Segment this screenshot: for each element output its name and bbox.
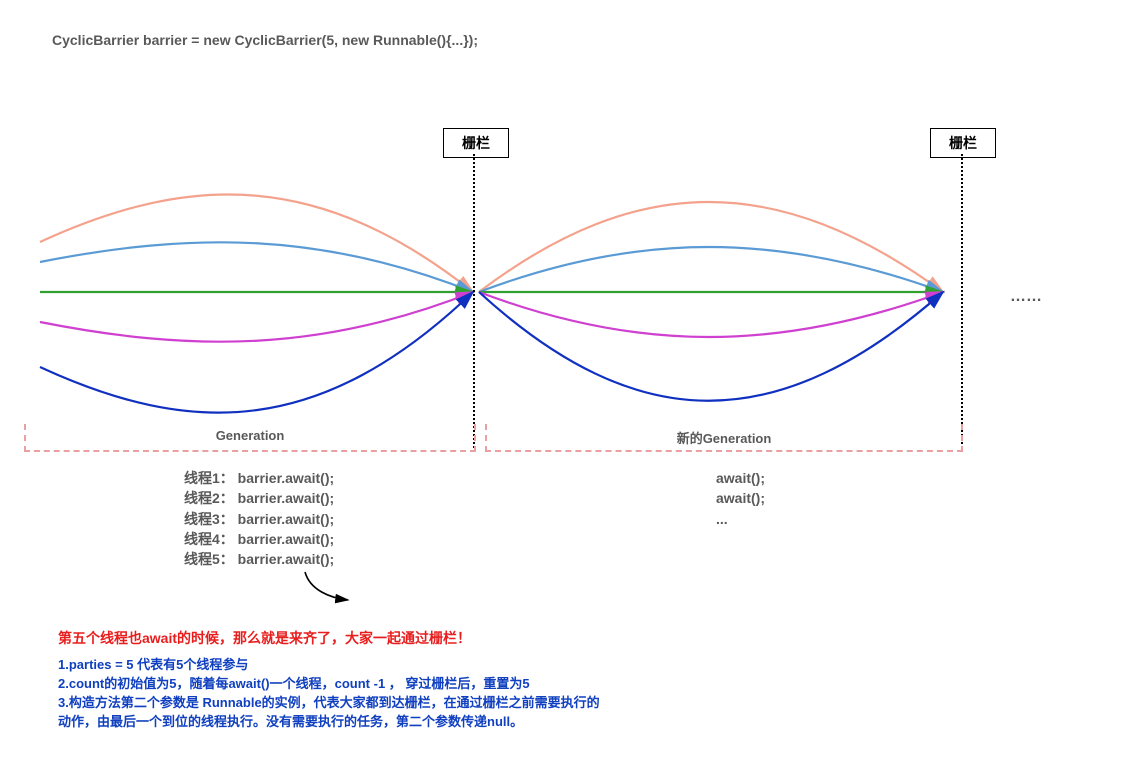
barrier-box-1: 栅栏 — [443, 128, 509, 158]
thread-curve-right-5 — [479, 292, 943, 401]
thread-item: 线程3： barrier.await(); — [184, 509, 334, 529]
thread-item: 线程2： barrier.await(); — [184, 488, 334, 508]
thread-item: 线程1： barrier.await(); — [184, 468, 334, 488]
await-list-right: await(); await(); ... — [716, 468, 765, 529]
thread-curve-left-5 — [40, 292, 473, 413]
generation-label-2: 新的Generation — [485, 428, 963, 447]
blue-note-line: 3.构造方法第二个参数是 Runnable的实例，代表大家都到达栅栏，在通过栅栏… — [58, 694, 600, 713]
thread-item: 线程5： barrier.await(); — [184, 549, 334, 569]
await-item: await(); — [716, 488, 765, 508]
generation-label-1: Generation — [24, 428, 476, 443]
barrier-vline-1 — [473, 154, 475, 452]
blue-explanation-notes: 1.parties = 5 代表有5个线程参与 2.count的初始值为5，随着… — [58, 656, 600, 731]
red-highlight-note: 第五个线程也await的时候，那么就是来齐了，大家一起通过栅栏！ — [58, 628, 471, 648]
blue-note-line: 动作，由最后一个到位的线程执行。没有需要执行的任务，第二个参数传递null。 — [58, 713, 600, 732]
thread-await-list: 线程1： barrier.await(); 线程2： barrier.await… — [184, 468, 334, 569]
await-item: ... — [716, 509, 765, 529]
thread-item: 线程4： barrier.await(); — [184, 529, 334, 549]
barrier-vline-2 — [961, 154, 963, 452]
swoosh-arrow — [305, 572, 348, 600]
thread-curve-right-2 — [479, 247, 943, 292]
thread-curve-left-2 — [40, 242, 473, 292]
continuation-dots: …… — [1010, 288, 1042, 306]
thread-curve-right-4 — [479, 292, 943, 337]
blue-note-line: 2.count的初始值为5，随着每await()一个线程，count -1 ， … — [58, 675, 600, 694]
thread-curve-left-4 — [40, 292, 473, 342]
blue-note-line: 1.parties = 5 代表有5个线程参与 — [58, 656, 600, 675]
barrier-box-2: 栅栏 — [930, 128, 996, 158]
await-item: await(); — [716, 468, 765, 488]
